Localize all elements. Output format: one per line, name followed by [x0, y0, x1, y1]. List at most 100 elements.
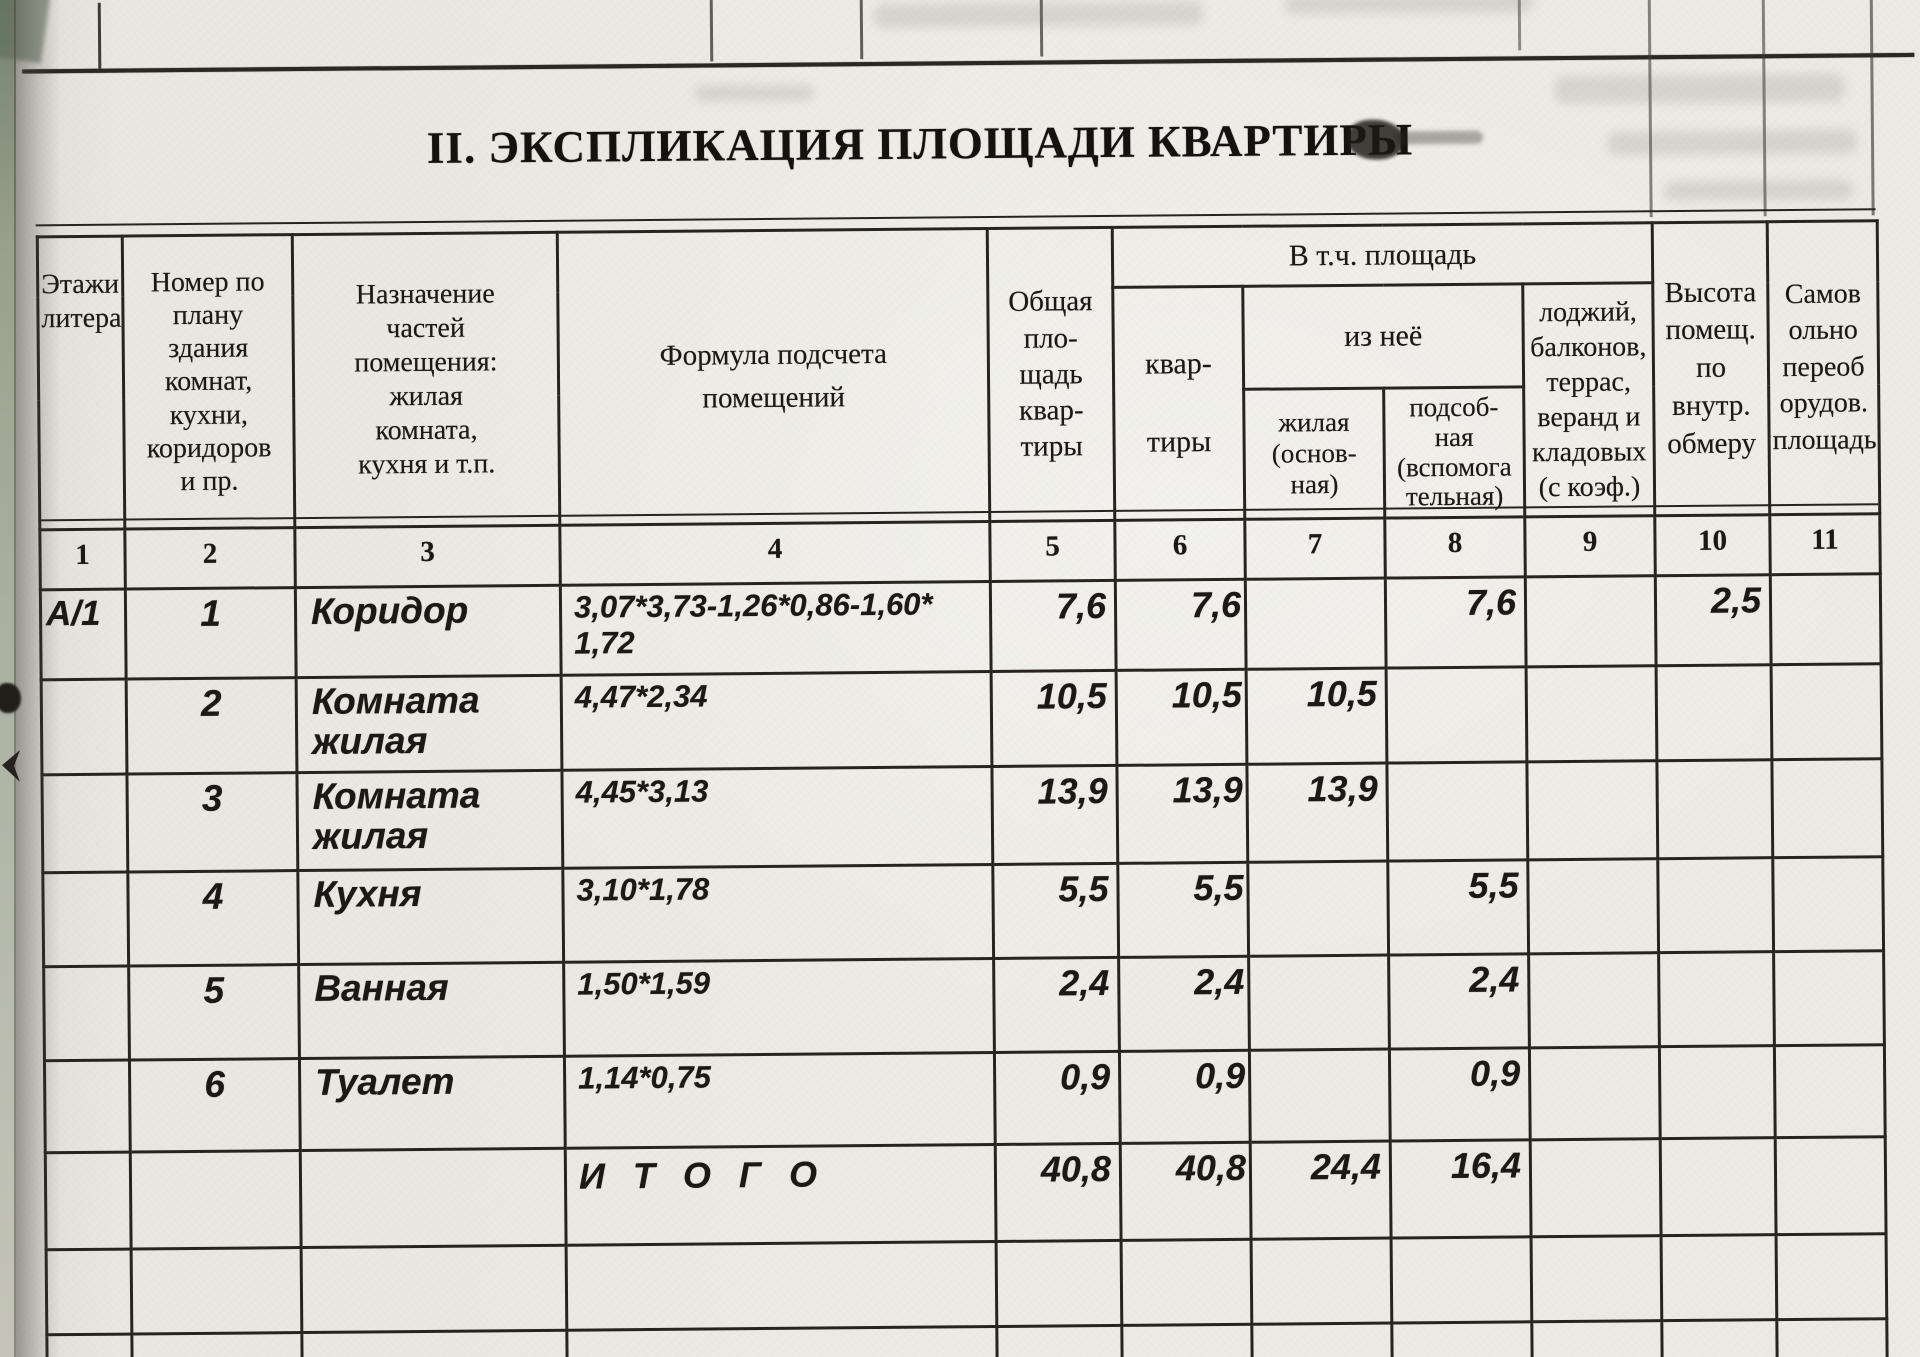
- table-cell: Кухня: [297, 868, 564, 965]
- spine-shadow: [14, 0, 60, 1357]
- header-purpose: Назначение частей помещения: жилая комна…: [292, 232, 560, 528]
- column-number: 3: [294, 525, 561, 588]
- table-cell: [1659, 1045, 1776, 1139]
- table-cell: 40,8: [995, 1143, 1122, 1242]
- table-cell: 4,47*2,34: [561, 671, 992, 771]
- table-row: 5 Ванная 1,50*1,59 2,4 2,4 2,4: [43, 950, 1885, 1061]
- grid-line-stub: [97, 2, 102, 69]
- table-cell: [1251, 1323, 1393, 1357]
- column-number: 8: [1384, 516, 1526, 579]
- table-row: А/1 1 Коридор 3,07*3,73-1,26*0,86-1,60* 1,7…: [40, 573, 1882, 680]
- column-number: 7: [1244, 518, 1386, 580]
- table-cell: Комната жилая: [296, 675, 562, 773]
- table-cell: 7,6: [1385, 576, 1527, 669]
- table-cell: 6: [129, 1058, 301, 1153]
- header-auxiliary: подсоб- ная (вспомога тельная): [1383, 386, 1525, 519]
- table-cell: [1773, 950, 1885, 1046]
- table-cell: [1251, 1238, 1392, 1325]
- header-total-area: Общая пло- щадь квар- тиры: [987, 227, 1115, 522]
- header-unauthorized: Самов ольно переоб орудов. площадь: [1767, 220, 1880, 515]
- totals-row: И Т О Г О 40,8 40,8 24,4 16,4: [45, 1136, 1887, 1250]
- bleed-smudge: [1606, 129, 1858, 156]
- bleed-smudge: [873, 1, 1204, 29]
- table-cell: [1386, 666, 1527, 764]
- table-cell: [1771, 663, 1882, 760]
- table-cell: 2: [126, 677, 297, 775]
- table-cell: [1386, 761, 1528, 862]
- column-number: 6: [1114, 519, 1246, 581]
- bleed-smudge: [1554, 73, 1845, 105]
- table-cell: Туалет: [299, 1056, 566, 1151]
- document-title: II. ЭКСПЛИКАЦИЯ ПЛОЩАДИ КВАРТИРЫ: [426, 114, 1414, 173]
- table-header: Этажи литера Номер по плану здания комна…: [37, 220, 1881, 590]
- header-incl-area-group: В т.ч. площадь: [1112, 222, 1653, 288]
- page-edge-strip: [0, 0, 16, 1357]
- table-cell: [1776, 1318, 1888, 1357]
- table-cell: [1661, 1234, 1777, 1321]
- table-cell: [1526, 665, 1657, 762]
- table-cell: 0,9: [994, 1051, 1121, 1145]
- column-number: 4: [559, 521, 991, 586]
- table-cell: 24,4: [1250, 1141, 1392, 1240]
- table-cell: 0,9: [1119, 1050, 1251, 1144]
- table-cell: [1245, 578, 1387, 670]
- bleed-smudge: [1663, 179, 1854, 202]
- table-cell: [1661, 1319, 1778, 1357]
- table-cell: Комната жилая: [296, 770, 563, 871]
- table-cell: [1656, 664, 1772, 761]
- table-cell: [300, 1148, 567, 1248]
- header-of-it-group: из неё: [1242, 283, 1524, 390]
- table-cell: [1770, 573, 1882, 665]
- table-cell: 3,10*1,78: [562, 864, 994, 963]
- table-cell: [301, 1330, 568, 1357]
- table-cell: [1771, 758, 1883, 858]
- table-body: А/1 1 Коридор 3,07*3,73-1,26*0,86-1,60* 1,7…: [40, 573, 1888, 1357]
- explication-table: Этажи литера Номер по плану здания комна…: [36, 219, 1889, 1357]
- table-cell: 2,4: [1118, 956, 1250, 1052]
- top-page-rule: [22, 52, 1915, 74]
- grid-line-stub: [859, 0, 864, 60]
- column-number: 5: [989, 520, 1116, 582]
- table-cell: 7,6: [1115, 579, 1247, 671]
- table-cell: [1121, 1324, 1253, 1357]
- table-cell: 10,5: [991, 670, 1117, 767]
- ink-smudge: [1394, 130, 1484, 145]
- table-row: 2 Комната жилая 4,47*2,34 10,5 10,5 10,5: [41, 663, 1882, 775]
- table-cell: 13,9: [1246, 763, 1388, 863]
- table-cell: [1525, 575, 1657, 667]
- table-cell: [1530, 1138, 1662, 1237]
- column-number: 10: [1654, 514, 1771, 576]
- table-cell: [1528, 952, 1660, 1048]
- table-cell: [1660, 1137, 1777, 1236]
- table-cell: [1657, 857, 1774, 953]
- table-cell: 5,5: [1387, 859, 1529, 956]
- table-cell: И Т О Г О: [565, 1144, 997, 1246]
- header-living: жилая (основ- ная): [1243, 388, 1385, 520]
- edge-hole-mark: [0, 683, 21, 713]
- table-cell: [1656, 759, 1773, 859]
- table-cell: [1247, 861, 1389, 957]
- column-number: 11: [1769, 513, 1881, 575]
- table-cell: 10,5: [1246, 668, 1387, 765]
- table-cell: 7,6: [990, 580, 1117, 672]
- table-cell: 2,4: [1388, 953, 1530, 1050]
- table-cell: [1531, 1235, 1662, 1322]
- table-cell: [1391, 1321, 1533, 1357]
- table-cell: [1529, 1046, 1661, 1140]
- table-cell: Ванная: [298, 962, 565, 1059]
- grid-line-stub: [1869, 0, 1875, 216]
- header-formula: Формула подсчета помещений: [557, 228, 990, 526]
- table-row: [46, 1233, 1887, 1335]
- grid-line-stub: [709, 0, 714, 62]
- table-cell: 1,50*1,59: [563, 958, 995, 1057]
- table-cell: [996, 1240, 1122, 1327]
- table-cell: 2,4: [993, 957, 1120, 1053]
- table-cell: [1527, 858, 1659, 954]
- table-cell: [1774, 1044, 1886, 1138]
- table-cell: 16,4: [1390, 1139, 1532, 1239]
- table-cell: 4,45*3,13: [561, 766, 993, 869]
- table-cell: [131, 1247, 302, 1335]
- table-row: 4 Кухня 3,10*1,78 5,5 5,5 5,5: [42, 856, 1884, 967]
